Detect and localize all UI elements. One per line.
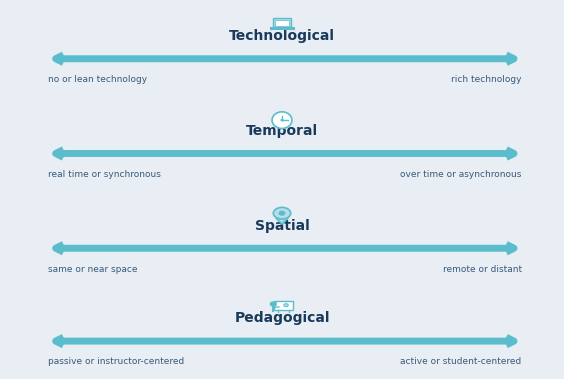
FancyBboxPatch shape [275, 20, 289, 26]
Text: rich technology: rich technology [451, 75, 522, 84]
Text: over time or asynchronous: over time or asynchronous [400, 170, 522, 179]
Text: active or student-centered: active or student-centered [400, 357, 522, 366]
Text: real time or synchronous: real time or synchronous [48, 170, 161, 179]
PathPatch shape [276, 218, 288, 224]
Ellipse shape [272, 112, 292, 128]
Circle shape [274, 207, 290, 219]
Circle shape [279, 211, 285, 215]
Circle shape [281, 119, 283, 121]
FancyBboxPatch shape [274, 301, 293, 310]
Text: remote or distant: remote or distant [443, 265, 522, 274]
Text: same or near space: same or near space [48, 265, 138, 274]
Text: passive or instructor-centered: passive or instructor-centered [48, 357, 184, 366]
FancyBboxPatch shape [273, 18, 291, 28]
FancyBboxPatch shape [270, 28, 294, 29]
Circle shape [270, 302, 276, 306]
Text: Spatial: Spatial [254, 219, 310, 232]
Text: Temporal: Temporal [246, 124, 318, 138]
Text: Technological: Technological [229, 29, 335, 43]
Circle shape [284, 304, 288, 307]
Text: no or lean technology: no or lean technology [48, 75, 147, 84]
Text: Pedagogical: Pedagogical [234, 312, 330, 325]
